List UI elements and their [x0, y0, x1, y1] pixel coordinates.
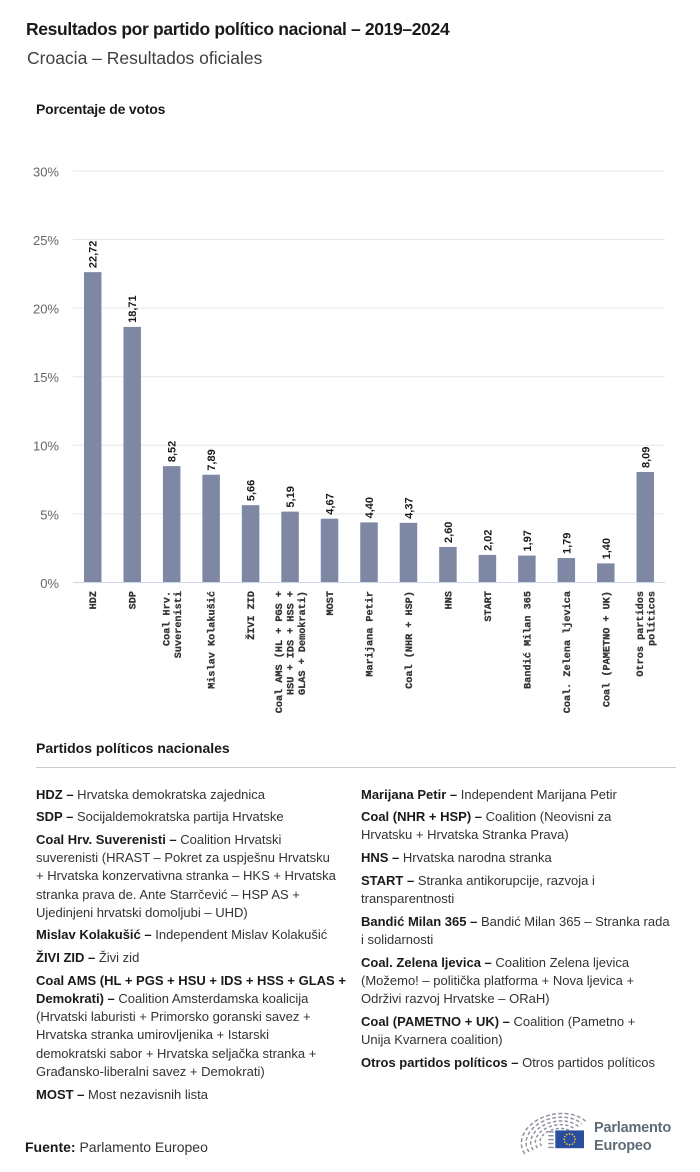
svg-text:2,60: 2,60 — [443, 522, 455, 543]
svg-text:10%: 10% — [33, 439, 59, 454]
svg-text:5%: 5% — [40, 507, 59, 522]
svg-text:Bandić Milan 365: Bandić Milan 365 — [522, 591, 534, 689]
svg-text:1,79: 1,79 — [561, 533, 573, 554]
svg-text:Coal AMS (HL + PGS +HSU + IDS: Coal AMS (HL + PGS +HSU + IDS + HSS +GLA… — [274, 591, 309, 713]
svg-text:ŽIVI ZID: ŽIVI ZID — [244, 591, 258, 640]
svg-text:30%: 30% — [33, 164, 59, 179]
svg-text:5,66: 5,66 — [246, 480, 258, 501]
svg-text:HNS: HNS — [444, 591, 455, 609]
svg-text:Coal Hrv.Suverenisti: Coal Hrv.Suverenisti — [161, 591, 185, 658]
svg-text:22,72: 22,72 — [88, 241, 100, 269]
svg-text:2,02: 2,02 — [482, 529, 494, 550]
svg-text:4,67: 4,67 — [325, 493, 337, 514]
svg-text:SDP: SDP — [129, 591, 140, 609]
svg-text:25%: 25% — [33, 233, 59, 248]
svg-text:HDZ: HDZ — [89, 591, 100, 609]
svg-text:20%: 20% — [33, 302, 59, 317]
svg-text:15%: 15% — [33, 370, 59, 385]
svg-text:8,09: 8,09 — [640, 447, 652, 468]
svg-text:Coal. Zelena ljevica: Coal. Zelena ljevica — [562, 591, 574, 713]
svg-text:0%: 0% — [40, 576, 59, 591]
svg-text:4,37: 4,37 — [403, 497, 415, 518]
svg-text:Otros partidospolíticos: Otros partidospolíticos — [635, 591, 659, 677]
svg-text:Marijana Petir: Marijana Petir — [365, 591, 377, 677]
svg-text:8,52: 8,52 — [167, 441, 179, 462]
svg-text:START: START — [484, 591, 495, 622]
svg-text:18,71: 18,71 — [127, 295, 139, 323]
svg-text:5,19: 5,19 — [285, 486, 297, 507]
svg-text:4,40: 4,40 — [364, 497, 376, 518]
svg-text:1,40: 1,40 — [601, 538, 613, 559]
svg-text:MOST: MOST — [326, 591, 337, 615]
svg-text:Coal (NHR + HSP): Coal (NHR + HSP) — [404, 591, 416, 689]
svg-text:7,89: 7,89 — [206, 449, 218, 470]
svg-text:Coal (PAMETNO + UK): Coal (PAMETNO + UK) — [601, 591, 613, 707]
svg-text:1,97: 1,97 — [522, 530, 534, 551]
svg-text:Mislav Kolakušić: Mislav Kolakušić — [207, 591, 219, 689]
